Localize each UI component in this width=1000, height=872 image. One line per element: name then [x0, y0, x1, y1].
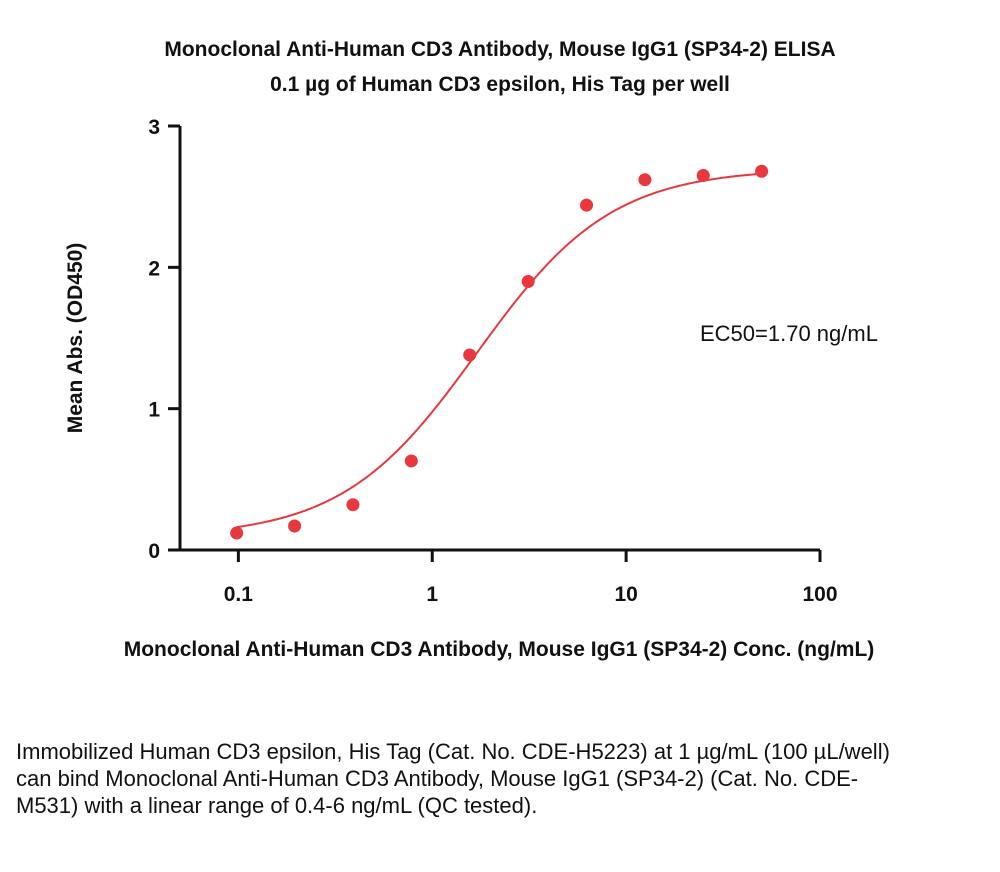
data-point — [288, 519, 302, 533]
elisa-chart: Monoclonal Anti-Human CD3 Antibody, Mous… — [64, 38, 878, 661]
data-points — [230, 164, 769, 540]
data-point — [346, 498, 360, 512]
x-tick-label: 10 — [614, 583, 637, 606]
x-tick-label: 0.1 — [224, 583, 254, 606]
y-tick-label: 2 — [148, 257, 160, 280]
data-point — [521, 274, 535, 288]
x-axis-label: Monoclonal Anti-Human CD3 Antibody, Mous… — [124, 638, 875, 661]
x-axis: 0.1 1 10 100 — [179, 548, 838, 606]
y-axis: 0 1 2 3 — [148, 116, 182, 563]
figure-caption: Immobilized Human CD3 epsilon, His Tag (… — [16, 739, 890, 818]
data-point — [638, 173, 652, 187]
x-tick-label: 1 — [426, 583, 438, 606]
data-point — [230, 526, 244, 540]
y-tick-label: 0 — [148, 540, 160, 563]
y-tick-label: 1 — [148, 399, 160, 422]
data-point — [404, 454, 418, 468]
data-point — [696, 168, 710, 182]
data-point — [580, 198, 594, 212]
data-point — [463, 348, 477, 362]
chart-title: Monoclonal Anti-Human CD3 Antibody, Mous… — [164, 38, 835, 61]
chart-subtitle: 0.1 µg of Human CD3 epsilon, His Tag per… — [270, 73, 730, 96]
y-axis-label: Mean Abs. (OD450) — [64, 243, 87, 434]
data-point — [755, 164, 769, 178]
y-tick-label: 3 — [148, 116, 160, 139]
x-tick-label: 100 — [802, 583, 837, 606]
ec50-annotation: EC50=1.70 ng/mL — [700, 321, 878, 346]
fit-curve — [236, 172, 762, 529]
